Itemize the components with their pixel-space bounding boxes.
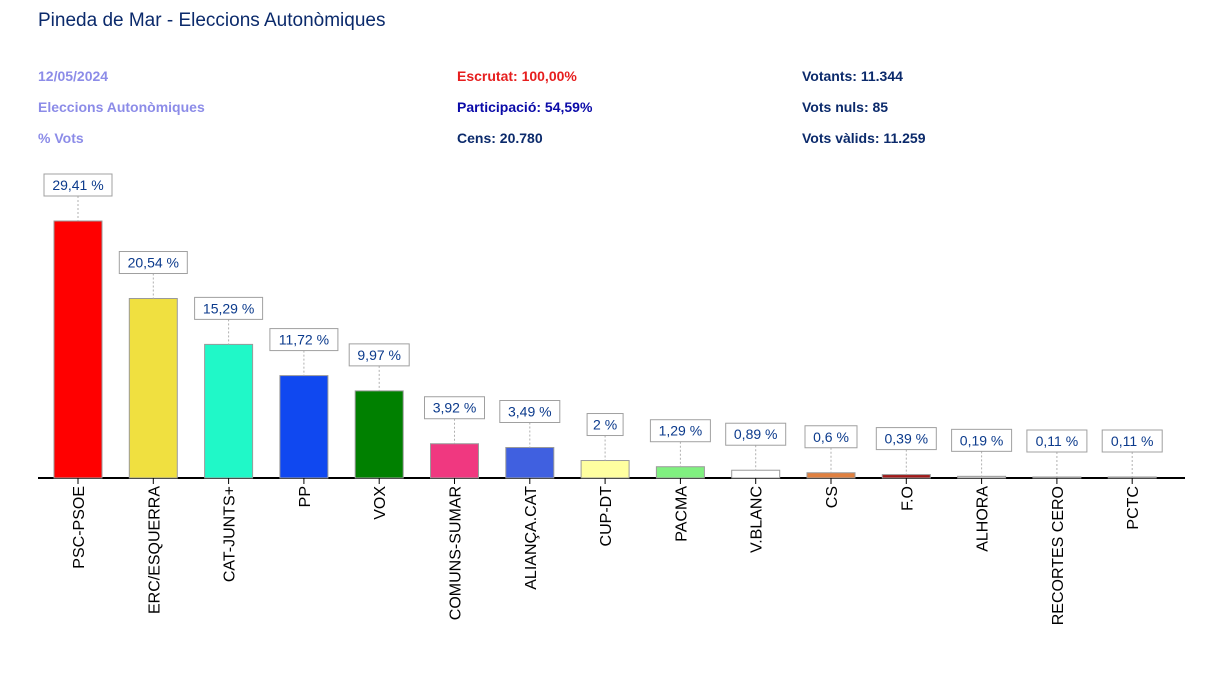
data-label-box [499, 400, 561, 424]
data-label-box [269, 328, 339, 352]
valid-votes-value: Vots vàlids: 11.259 [802, 130, 926, 146]
category-label: CUP-DT [598, 486, 615, 547]
category-label: CAT-JUNTS+ [222, 486, 239, 582]
data-label-box [118, 251, 188, 275]
category-label: RECORTES CERO [1050, 486, 1067, 625]
category-label: ALHORA [975, 486, 992, 552]
bar-pctc [1107, 476, 1157, 479]
bar-alhora [957, 475, 1007, 479]
data-label: 0,39 % [885, 431, 929, 447]
bar-f-o [881, 474, 931, 479]
bar-v-blanc [731, 469, 781, 479]
data-label-box [1026, 429, 1088, 453]
data-label-box [951, 428, 1013, 452]
data-label-box [348, 343, 410, 367]
data-label-box [649, 419, 711, 443]
data-label: 20,54 % [128, 255, 179, 271]
participation-value: Participació: 54,59% [457, 99, 593, 115]
category-label: PCTC [1125, 486, 1142, 530]
data-label-box [586, 413, 624, 437]
category-label: CS [824, 486, 841, 508]
bar-pacma [655, 466, 705, 479]
category-label: F.O [899, 486, 916, 511]
data-label: 3,49 % [508, 404, 552, 420]
data-label: 0,89 % [734, 426, 778, 442]
data-label-box [804, 425, 858, 449]
data-label-box [875, 427, 937, 451]
data-label: 0,11 % [1036, 433, 1079, 449]
category-label: ERC/ESQUERRA [146, 486, 163, 614]
bar-erc-esquerra [128, 298, 178, 479]
bar-cs [806, 472, 856, 479]
data-label: 1,29 % [659, 423, 703, 439]
bar-pp [279, 375, 329, 479]
data-label: 0,19 % [960, 432, 1004, 448]
bar-cup-dt [580, 460, 630, 479]
census-value: Cens: 20.780 [457, 130, 543, 146]
data-label: 0,11 % [1111, 433, 1154, 449]
election-date: 12/05/2024 [38, 68, 109, 84]
data-label-box [725, 422, 787, 446]
data-label: 15,29 % [203, 300, 254, 316]
data-label: 2 % [593, 417, 617, 433]
null-votes-value: Vots nuls: 85 [802, 99, 889, 115]
bar-psc-psoe [53, 220, 103, 479]
bar-alian-a-cat [505, 447, 555, 479]
data-label: 0,6 % [813, 429, 849, 445]
bar-recortes-cero [1032, 476, 1082, 479]
data-label: 29,41 % [52, 177, 103, 193]
category-label: COMUNS-SUMAR [448, 486, 465, 620]
data-label: 3,92 % [433, 400, 477, 416]
data-label: 11,72 % [279, 332, 329, 348]
metric-label: % Vots [38, 130, 84, 146]
category-label: ALIANÇA.CAT [523, 486, 540, 590]
category-label: PSC-PSOE [71, 486, 88, 569]
category-label: V.BLANC [749, 486, 766, 553]
data-label-box [424, 396, 485, 420]
election-name: Eleccions Autonòmiques [38, 99, 205, 115]
data-label-box [43, 173, 113, 197]
data-label: 9,97 % [357, 347, 401, 363]
scrutiny-status: Escrutat: 100,00% [457, 68, 577, 84]
data-label-box [1101, 429, 1163, 453]
category-label: PP [297, 486, 314, 507]
data-label-box [194, 296, 264, 320]
bar-comuns-sumar [430, 443, 479, 479]
voters-value: Votants: 11.344 [802, 68, 903, 84]
page-title: Pineda de Mar - Eleccions Autonòmiques [38, 10, 386, 31]
bar-cat-junts- [204, 343, 254, 479]
bar-vox [354, 390, 404, 479]
category-label: VOX [372, 486, 389, 520]
category-label: PACMA [673, 486, 690, 542]
